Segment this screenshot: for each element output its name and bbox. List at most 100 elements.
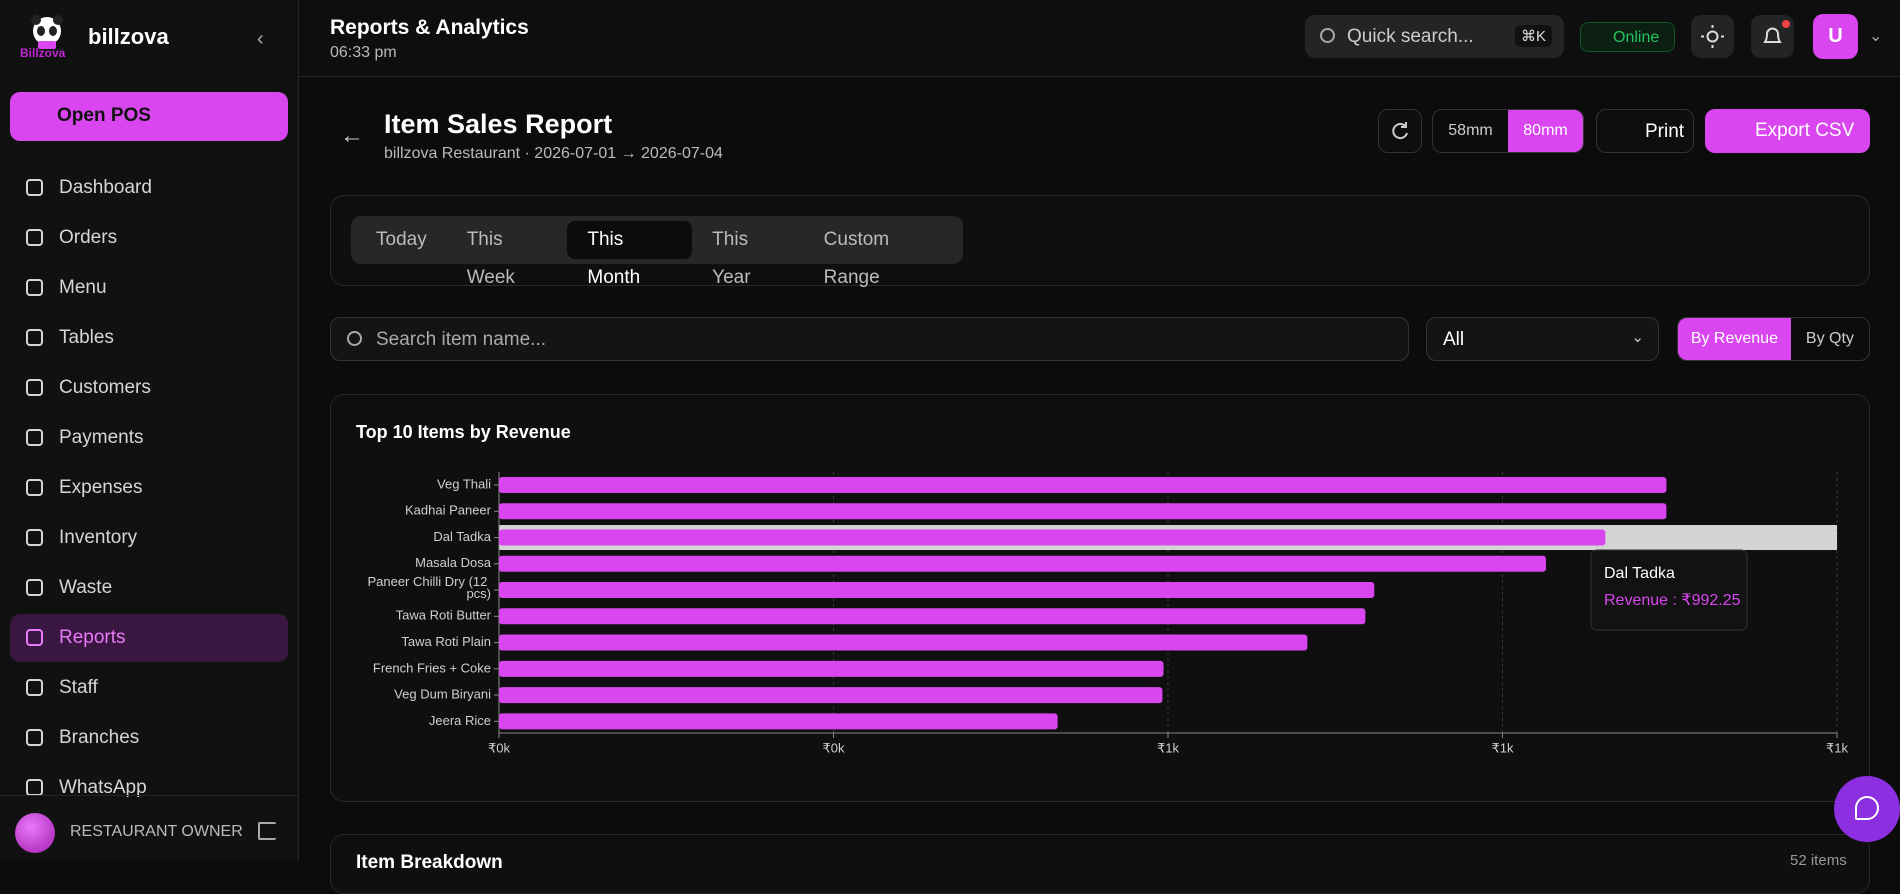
y-tick-label: Veg Thali [437, 476, 491, 491]
x-tick-label: ₹0k [822, 740, 845, 755]
nav-label: Orders [59, 227, 118, 248]
nav-item[interactable]: Customers [10, 364, 288, 412]
quick-search-text: Quick search... [1347, 26, 1474, 47]
sort-option[interactable]: By Qty [1805, 330, 1854, 347]
filter-value: All [1443, 329, 1465, 350]
brand: billzova [88, 24, 169, 49]
logo [31, 15, 63, 49]
tooltip-value: Revenue : ₹992.25 [1604, 592, 1741, 609]
chat-button[interactable] [1834, 776, 1900, 842]
category-filter[interactable]: All ⌄ [1426, 317, 1659, 361]
avatar-menu[interactable]: ⌄ [1869, 28, 1883, 45]
breakdown-title: Item Breakdown [356, 852, 503, 873]
range-tab[interactable]: This Year [712, 229, 751, 288]
shortcut: ⌘K [1514, 25, 1552, 47]
range-tab[interactable]: Custom Range [823, 229, 890, 288]
nav-item[interactable]: Orders [10, 214, 288, 262]
export-button[interactable]: Export CSV [1705, 109, 1870, 153]
nav-label: Payments [59, 427, 144, 448]
header-title: Reports & Analytics [330, 16, 529, 39]
paper-option[interactable]: 80mm [1508, 110, 1583, 152]
bar [499, 529, 1606, 546]
bar [499, 687, 1163, 704]
user-avatar[interactable] [15, 813, 55, 853]
refresh-button[interactable] [1378, 109, 1422, 153]
nav-label: Branches [59, 727, 140, 748]
sort-toggle: By Revenue By Qty [1677, 317, 1870, 361]
nav-label: Staff [59, 677, 98, 698]
sidebar: Billzova billzova ‹ Open POS Dashboard Or… [0, 0, 299, 861]
bar [499, 503, 1667, 520]
paper-size-toggle: 58mm 80mm [1432, 109, 1584, 153]
item-search[interactable]: Search item name... [330, 317, 1409, 361]
x-tick-label: ₹1k [1491, 740, 1514, 755]
chart: Top 10 Items by Revenue ₹0k ₹0k ₹1k ₹1k ₹1k V… [356, 422, 1849, 756]
tooltip-title: Dal Tadka [1604, 565, 1675, 582]
nav-item[interactable]: Menu [10, 264, 288, 312]
online-status: Online [1580, 22, 1675, 52]
nav-item[interactable]: Payments [10, 414, 288, 462]
nav-label: Inventory [59, 527, 138, 548]
y-tick-label: Veg Dum Biryani [394, 687, 491, 702]
nav-label: Reports [59, 627, 126, 648]
range-tabs: Today This Week This Month This Year Custom … [351, 216, 963, 288]
range-tab[interactable]: Today [376, 229, 427, 250]
back-button[interactable]: ← [340, 122, 364, 149]
bar [499, 634, 1308, 651]
sidebar-footer [0, 795, 299, 861]
y-tick-label: Paneer Chilli Dry (12 pcs) [367, 574, 491, 601]
y-tick-label: Kadhai Paneer [405, 503, 492, 518]
y-tick-label: Tawa Roti Butter [396, 608, 492, 623]
nav-label: Menu [59, 277, 107, 298]
bar [499, 660, 1164, 677]
nav-item[interactable]: Expenses [10, 464, 288, 512]
logo-text: Billzova [20, 46, 66, 60]
quick-search[interactable]: Quick search... ⌘K [1305, 15, 1564, 58]
nav-label: Dashboard [59, 177, 152, 198]
nav-label: Customers [59, 377, 151, 398]
y-tick-label: Jeera Rice [429, 713, 491, 728]
header-time: 06:33 pm [330, 44, 397, 61]
bar [499, 713, 1058, 730]
nav-label: Waste [59, 577, 113, 598]
print-button[interactable]: Print [1596, 109, 1694, 153]
y-tick-label: Masala Dosa [415, 555, 492, 570]
nav-label: WhatsApp [59, 777, 147, 798]
avatar[interactable]: U [1813, 14, 1858, 59]
y-tick-label: Tawa Roti Plain [401, 634, 491, 649]
nav-item[interactable]: Waste [10, 564, 288, 612]
bar [499, 555, 1546, 572]
y-tick-label: Dal Tadka [433, 529, 491, 544]
item-search-placeholder: Search item name... [376, 329, 547, 350]
open-pos-button[interactable]: Open POS [10, 92, 288, 141]
chart-title: Top 10 Items by Revenue [356, 422, 571, 442]
theme-button[interactable] [1691, 15, 1734, 58]
bar [499, 477, 1667, 493]
nav-item[interactable]: Tables [10, 314, 288, 362]
nav-label: Tables [59, 327, 114, 348]
range-tab[interactable]: This Month [567, 221, 693, 288]
range-tab[interactable]: This Week [466, 229, 515, 288]
bar [499, 582, 1375, 599]
sort-option[interactable]: By Revenue [1678, 318, 1791, 360]
tooltip [1590, 549, 1748, 631]
nav-item[interactable]: Staff [10, 664, 288, 712]
logout-button[interactable] [258, 822, 276, 840]
x-tick-label: ₹1k [1826, 740, 1849, 755]
report-subtitle: billzova Restaurant · 2026-07-01 → 2026-… [384, 145, 723, 162]
nav-item[interactable]: Branches [10, 714, 288, 762]
user-role: RESTAURANT OWNER [70, 823, 243, 840]
breakdown-card [330, 834, 1870, 894]
nav-item[interactable]: Dashboard [10, 164, 288, 212]
notification-dot [1782, 20, 1790, 28]
report-title: Item Sales Report [384, 109, 613, 139]
paper-option[interactable]: 58mm [1448, 122, 1493, 139]
nav-item[interactable]: Inventory [10, 514, 288, 562]
bar [499, 608, 1366, 625]
nav-item[interactable]: Reports [10, 614, 288, 662]
x-tick-label: ₹0k [488, 740, 511, 755]
nav-label: Expenses [59, 477, 143, 498]
collapse-button[interactable]: ‹ [257, 28, 264, 50]
x-tick-label: ₹1k [1157, 740, 1180, 755]
